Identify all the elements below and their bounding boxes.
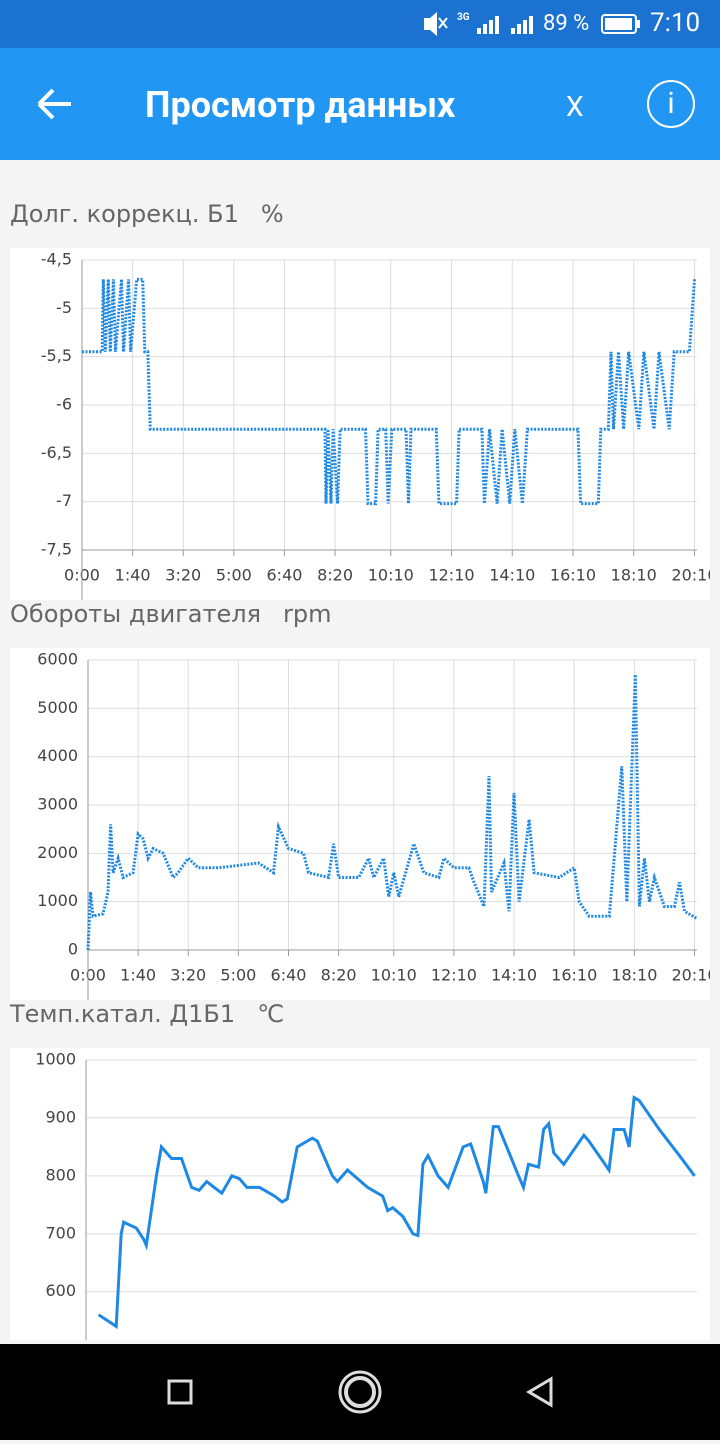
close-button[interactable]: X (566, 90, 584, 123)
y-tick-label: -5,5 (41, 346, 72, 365)
chart-title: Обороты двигателя rpm (10, 600, 332, 628)
x-tick-label: 6:40 (271, 966, 307, 985)
data-line (97, 1095, 696, 1330)
x-tick-label: 5:00 (216, 566, 252, 585)
y-tick-label: 3000 (37, 795, 78, 814)
nav-bar (0, 1344, 720, 1440)
x-tick-label: 20:10 (671, 566, 710, 585)
y-tick-label: -6 (56, 395, 72, 414)
x-tick-label: 14:10 (491, 966, 537, 985)
chart-title-text: Темп.катал. Д1Б1 (10, 1000, 236, 1028)
nav-buttons (167, 1370, 553, 1414)
x-tick-label: 5:00 (220, 966, 256, 985)
status-bar: 3G 89 % 7:10 (0, 0, 720, 48)
x-tick-label: 16:10 (550, 566, 596, 585)
recents-button[interactable] (167, 1379, 193, 1405)
chart-title: Темп.катал. Д1Б1 ℃ (10, 1000, 284, 1028)
info-button[interactable]: i (647, 80, 695, 128)
y-tick-label: -5 (56, 298, 72, 317)
y-tick-label: -6,5 (41, 443, 72, 462)
x-tick-label: 8:20 (321, 966, 357, 985)
x-tick-label: 3:20 (165, 566, 201, 585)
y-tick-label: 800 (45, 1165, 76, 1184)
x-tick-label: 16:10 (551, 966, 597, 985)
chart-title: Долг. коррекц. Б1% (10, 200, 284, 228)
x-tick-label: 12:10 (431, 966, 477, 985)
data-line (86, 674, 698, 951)
y-tick-label: 900 (45, 1107, 76, 1126)
y-tick-label: 4000 (37, 746, 78, 765)
x-tick-label: 14:10 (489, 566, 535, 585)
x-tick-label: 3:20 (170, 966, 206, 985)
x-tick-label: 12:10 (428, 566, 474, 585)
chart-unit: ℃ (257, 1000, 285, 1028)
y-tick-label: 1000 (37, 891, 78, 910)
home-button[interactable] (338, 1370, 382, 1414)
y-tick-label: 2000 (37, 843, 78, 862)
network-type: 3G (457, 12, 470, 23)
y-tick-label: 6000 (37, 650, 78, 669)
app-bar: Просмотр данных X i (0, 48, 720, 160)
chart-unit: % (260, 200, 284, 228)
chart-title-text: Долг. коррекц. Б1 (10, 200, 239, 228)
clock: 7:10 (650, 8, 701, 38)
y-tick-label: 600 (45, 1281, 76, 1300)
chart: 600 700 800 900 1000 (35, 1050, 697, 1340)
x-tick-label: 6:40 (267, 566, 303, 585)
chart-title-text: Обороты двигателя (10, 600, 262, 628)
data-line (82, 277, 696, 506)
x-tick-label: 10:10 (371, 966, 417, 985)
y-tick-label: 0 (68, 940, 78, 959)
y-tick-label: 700 (45, 1223, 76, 1242)
x-tick-label: 20:10 (671, 966, 710, 985)
x-tick-label: 18:10 (611, 966, 657, 985)
x-tick-label: 1:40 (120, 966, 156, 985)
app-title: Просмотр данных (145, 84, 456, 126)
chart-panel: 600 700 800 900 1000 (10, 1048, 710, 1340)
y-tick-label: 5000 (37, 698, 78, 717)
status-icons (424, 12, 640, 36)
x-tick-label: 10:10 (368, 566, 414, 585)
back-button[interactable] (25, 74, 85, 134)
y-tick-label: -7 (56, 491, 72, 510)
y-tick-label: 1000 (35, 1050, 76, 1069)
chart: -4,5-5-5,5-6-6,5-7-7,50:00 1:40 3:20 5:00 6:… (41, 250, 710, 600)
y-tick-label: -4,5 (41, 250, 72, 269)
y-tick-label: -7,5 (41, 540, 72, 559)
chart-panel: -4,5 -5 -5,5 -6 -6,5 -7 -7,5 0:00 1:40 3:20 5:00 6:… (10, 248, 710, 600)
x-tick-label: 8:20 (317, 566, 353, 585)
chart-unit: rpm (283, 600, 332, 628)
back-nav-button[interactable] (526, 1376, 553, 1408)
battery-level: 89 % (543, 11, 590, 36)
x-tick-label: 1:40 (115, 566, 151, 585)
x-tick-label: 18:10 (611, 566, 657, 585)
chart-panel: 0 1000 2000 3000 4000 5000 6000 0:00 1:40 3:20 5:0… (10, 648, 710, 1000)
